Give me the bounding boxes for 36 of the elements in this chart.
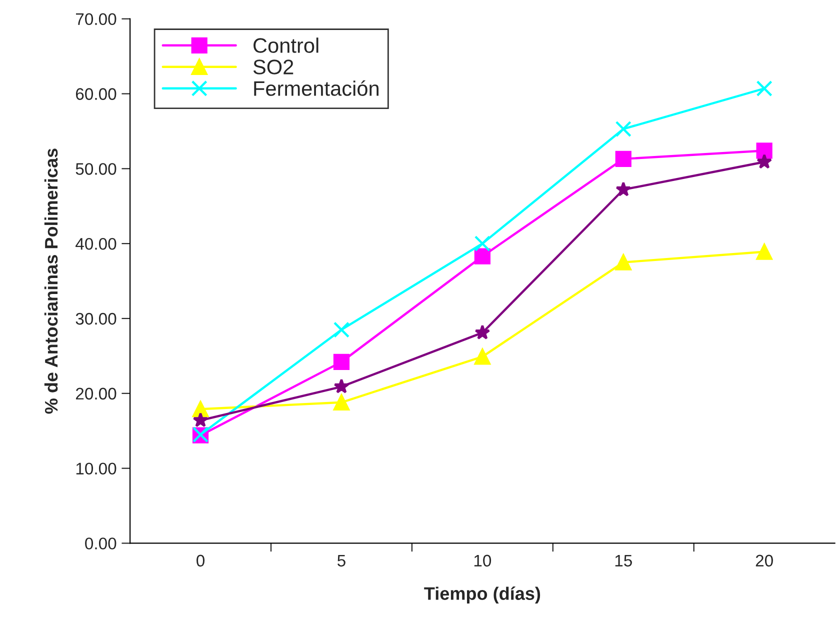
point: [756, 244, 772, 260]
point: [333, 354, 350, 370]
legend-label: Control: [254, 38, 318, 53]
y-tick-label: 30.00: [76, 312, 116, 325]
x-tick-label: 10: [474, 554, 492, 567]
point: [756, 154, 772, 169]
point: [615, 150, 632, 167]
point: [334, 378, 350, 394]
point: [615, 254, 632, 270]
point: [333, 322, 350, 338]
legend-label: SO2: [253, 60, 294, 74]
y-tick-label: 10.00: [76, 462, 116, 475]
x-tick-label: 5: [338, 554, 346, 567]
point: [756, 142, 772, 159]
point: [474, 248, 490, 264]
point: [192, 401, 209, 418]
x-axis-title: Tiempo (días): [424, 586, 540, 604]
point: [192, 412, 208, 428]
y-axis-title: % de Antocianinas Polimericas: [44, 148, 58, 414]
y-tick-label: 0.00: [85, 538, 116, 550]
y-tick-label: 40.00: [76, 238, 116, 250]
x-tick-label: 20: [756, 554, 773, 567]
y-tick-label: 70.00: [76, 13, 116, 26]
point: [756, 80, 772, 97]
point: [474, 236, 490, 252]
x-tick-label: 15: [615, 554, 632, 567]
point: [474, 324, 490, 340]
x-tick-label: 0: [196, 554, 205, 567]
point: [333, 394, 350, 410]
point: [474, 348, 490, 365]
point: [615, 120, 632, 138]
point: [616, 182, 632, 196]
y-tick-label: 60.00: [76, 88, 116, 100]
y-tick-label: 20.00: [76, 388, 116, 400]
y-tick-label: 50.00: [76, 163, 116, 175]
legend-label: Fermentación: [254, 80, 378, 96]
